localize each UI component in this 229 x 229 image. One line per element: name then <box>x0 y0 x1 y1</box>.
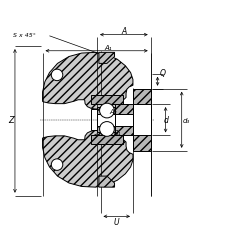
Bar <box>90 110 121 131</box>
Text: Q: Q <box>159 68 165 77</box>
Bar <box>97 108 114 114</box>
Text: d: d <box>162 116 167 125</box>
Text: S x 45°: S x 45° <box>13 33 35 38</box>
Polygon shape <box>98 53 114 64</box>
Text: A: A <box>121 27 126 36</box>
Text: B₁: B₁ <box>113 130 120 136</box>
Polygon shape <box>98 176 114 187</box>
Circle shape <box>51 159 63 171</box>
Bar <box>132 89 150 105</box>
Text: U: U <box>113 217 119 226</box>
Bar <box>97 114 114 126</box>
Bar <box>97 126 114 133</box>
Circle shape <box>99 122 114 137</box>
Text: A₂: A₂ <box>109 109 116 115</box>
Text: A₁: A₁ <box>104 44 111 50</box>
Circle shape <box>99 104 114 118</box>
Bar <box>114 105 132 114</box>
Bar <box>132 105 150 136</box>
Polygon shape <box>42 53 132 109</box>
Bar <box>90 96 123 105</box>
Bar <box>90 136 123 144</box>
Circle shape <box>51 70 63 81</box>
Text: Z: Z <box>8 116 14 125</box>
Bar <box>114 126 132 136</box>
Text: d₃: d₃ <box>182 117 190 123</box>
Polygon shape <box>42 131 132 187</box>
Bar <box>114 114 132 126</box>
Bar <box>132 136 150 151</box>
